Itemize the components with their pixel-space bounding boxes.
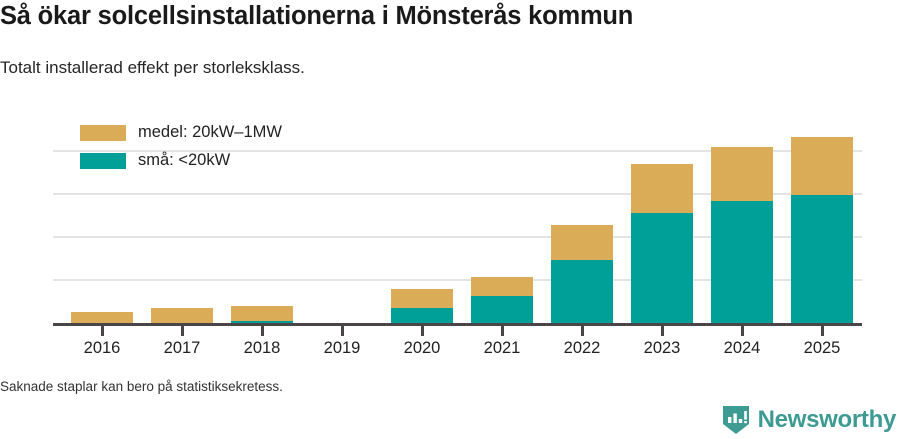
bar-segment[interactable] xyxy=(391,289,453,309)
bar-group-2018[interactable] xyxy=(231,305,293,323)
y-axis-tick xyxy=(53,235,62,238)
x-axis-label-2019: 2019 xyxy=(323,339,361,357)
x-axis-label-2025: 2025 xyxy=(803,339,841,357)
y-axis-tick xyxy=(53,149,62,152)
x-axis-label-2023: 2023 xyxy=(643,339,681,357)
bar-group-2022[interactable] xyxy=(551,224,613,323)
bar-group-2024[interactable] xyxy=(711,147,773,323)
x-axis-tick xyxy=(500,326,504,336)
x-axis-label-2018: 2018 xyxy=(243,339,281,357)
bar-segment[interactable] xyxy=(551,260,613,323)
chart-footnote: Saknade staplar kan bero på statistiksek… xyxy=(0,379,283,394)
y-axis-tick xyxy=(53,278,62,281)
bar-segment[interactable] xyxy=(471,296,533,323)
stacked-bar-chart: 02,557,510201620172018201920202021202220… xyxy=(0,120,900,360)
legend-swatch-small xyxy=(80,152,126,169)
newsworthy-bars-bubble-icon xyxy=(722,406,749,434)
bar-group-2016[interactable] xyxy=(71,311,133,323)
bar-group-2021[interactable] xyxy=(471,277,533,323)
bar-segment[interactable] xyxy=(711,147,773,201)
legend-label-small: små: <20kW xyxy=(138,151,231,169)
x-axis-label-2022: 2022 xyxy=(563,339,601,357)
bar-segment[interactable] xyxy=(71,311,133,323)
bar-segment[interactable] xyxy=(791,195,853,323)
bar-segment[interactable] xyxy=(631,164,693,213)
bar-group-2020[interactable] xyxy=(391,289,453,323)
y-axis-tick xyxy=(53,192,62,195)
bar-group-2019[interactable] xyxy=(311,322,373,323)
bar-segment[interactable] xyxy=(471,277,533,297)
x-axis-tick xyxy=(180,326,184,336)
gridline xyxy=(62,192,862,195)
bar-segment[interactable] xyxy=(391,308,453,323)
legend-item-medium[interactable]: medel: 20kW–1MW xyxy=(80,120,282,145)
legend-swatch-medium xyxy=(80,124,126,141)
bar-segment[interactable] xyxy=(231,321,293,323)
x-axis-tick xyxy=(660,326,664,336)
x-axis-label-2016: 2016 xyxy=(83,339,121,357)
newsworthy-logo[interactable]: Newsworthy xyxy=(722,404,896,436)
x-axis-label-2020: 2020 xyxy=(403,339,441,357)
bar-segment[interactable] xyxy=(711,200,773,323)
x-axis-tick xyxy=(820,326,824,336)
gridline xyxy=(62,149,862,152)
x-axis-line xyxy=(53,323,862,326)
gridline xyxy=(62,235,862,238)
legend-item-small[interactable]: små: <20kW xyxy=(80,148,282,173)
bar-segment[interactable] xyxy=(791,136,853,196)
bar-segment[interactable] xyxy=(151,307,213,323)
newsworthy-wordmark: Newsworthy xyxy=(757,406,897,433)
plot-area: 02,557,510201620172018201920202021202220… xyxy=(53,130,862,356)
bar-segment[interactable] xyxy=(551,224,613,261)
bar-segment[interactable] xyxy=(631,212,693,323)
bar-group-2017[interactable] xyxy=(151,307,213,323)
gridline xyxy=(62,278,862,281)
x-axis-tick xyxy=(260,326,264,336)
x-axis-label-2024: 2024 xyxy=(723,339,761,357)
x-axis-label-2021: 2021 xyxy=(483,339,521,357)
legend-label-medium: medel: 20kW–1MW xyxy=(138,123,282,141)
x-axis-label-2017: 2017 xyxy=(163,339,201,357)
page-title: Så ökar solcellsinstallationerna i Mönst… xyxy=(0,2,634,30)
x-axis-tick xyxy=(100,326,104,336)
chart-legend: medel: 20kW–1MW små: <20kW xyxy=(80,120,282,176)
page-subtitle: Totalt installerad effekt per storlekskl… xyxy=(0,58,305,77)
x-axis-tick xyxy=(420,326,424,336)
bar-group-2025[interactable] xyxy=(791,136,853,323)
bar-group-2023[interactable] xyxy=(631,164,693,323)
x-axis-tick xyxy=(580,326,584,336)
x-axis-tick xyxy=(340,326,344,336)
x-axis-tick xyxy=(740,326,744,336)
bar-segment[interactable] xyxy=(231,305,293,322)
